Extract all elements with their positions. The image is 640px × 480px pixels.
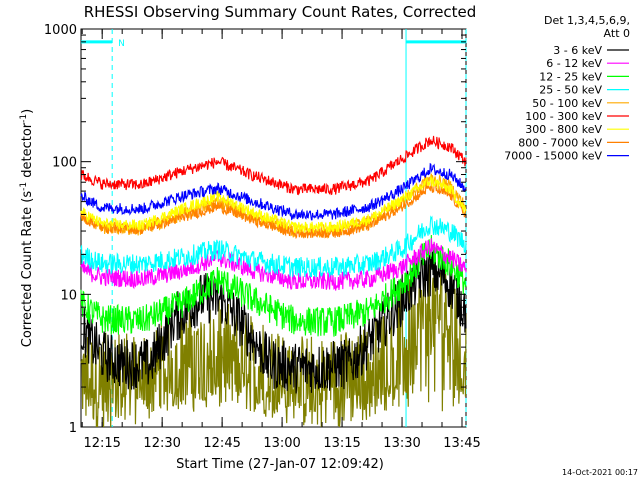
chart-title: RHESSI Observing Summary Count Rates, Co… [84,3,477,21]
series-line [80,215,467,278]
series-line [80,238,467,291]
legend-label: 800 - 7000 keV [518,136,602,149]
y-tick-label: 1000 [44,23,77,38]
legend-label: 3 - 6 keV [553,44,602,57]
legend-label: 300 - 800 keV [525,123,602,136]
legend-header-line: Det 1,3,4,5,6,9, [544,14,630,27]
legend-label: 6 - 12 keV [546,57,602,70]
y-axis-label-part: Corrected Count Rate (s [20,191,35,348]
x-tick-label: 12:30 [143,436,180,451]
series-line [80,174,467,235]
legend-label: 7000 - 15000 keV [504,150,602,163]
x-axis-label: Start Time (27-Jan-07 12:09:42) [176,457,384,472]
x-tick-label: 13:30 [383,436,420,451]
y-axis-label-sup: -1 [19,182,29,191]
x-tick-label: 13:00 [263,436,300,451]
y-tick-label: 100 [52,156,77,171]
y-axis-label: Corrected Count Rate (s-1 detector-1) [19,109,35,347]
x-tick-label: 13:45 [443,436,480,451]
x-tick-label: 13:15 [323,436,360,451]
legend-label: 50 - 100 keV [532,97,602,110]
overlay-label: N [118,39,125,49]
legend-label: 100 - 300 keV [525,110,602,123]
y-axis-label-sup: -1 [19,114,29,123]
series-line [80,235,467,337]
series-line [80,135,467,196]
x-tick-label: 12:15 [83,436,120,451]
timestamp: 14-Oct-2021 00:17 [562,468,638,477]
y-tick-label: 10 [60,288,77,303]
series-layer [80,135,467,428]
series-line [80,162,467,221]
legend-header-line: Att 0 [604,27,630,40]
y-tick-label: 1 [69,421,77,436]
y-axis-label-part: ) [20,109,35,114]
legend-label: 25 - 50 keV [539,84,602,97]
x-tick-label: 12:45 [203,436,240,451]
legend-label: 12 - 25 keV [539,70,602,83]
axes-layer: 12:15 12:30 12:45 13:00 13:15 13:30 13:45 1 10 10… [44,23,481,451]
y-axis-label-part: detector [20,122,35,182]
